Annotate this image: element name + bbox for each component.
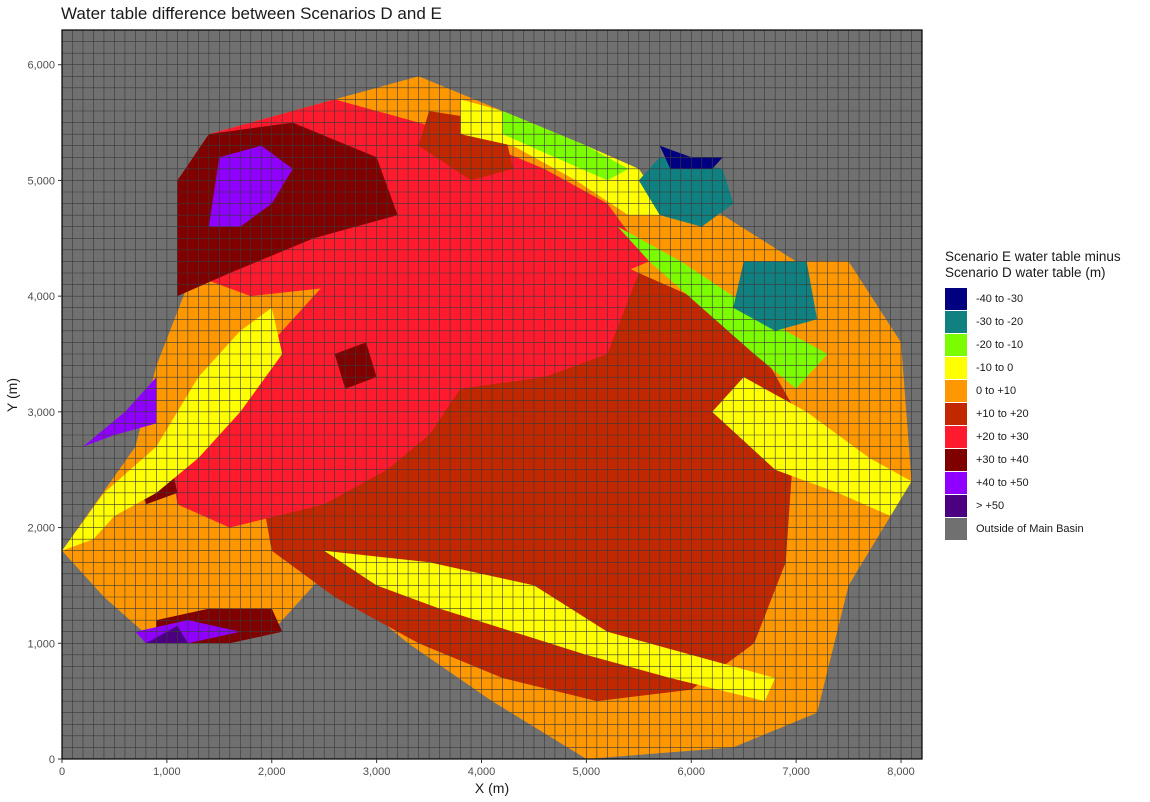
legend-label: > +50 (976, 499, 1005, 512)
cell-grid (62, 30, 922, 759)
x-tick-label: 7,000 (782, 766, 810, 778)
x-axis-title: X (m) (475, 780, 509, 796)
legend-label: +20 to +30 (976, 430, 1029, 443)
y-axis: 0 1,000 2,000 3,000 4,000 5,000 6,000 (27, 60, 62, 766)
legend-item: +40 to +50 (945, 471, 1121, 494)
legend-label: +40 to +50 (976, 476, 1029, 489)
legend-label: +10 to +20 (976, 407, 1029, 420)
y-tick-label: 2,000 (27, 523, 55, 535)
legend-item: +30 to +40 (945, 448, 1121, 471)
legend-item: -40 to -30 (945, 287, 1121, 310)
legend-label: -40 to -30 (976, 292, 1024, 305)
zone-14 (324, 550, 776, 702)
x-tick-label: 1,000 (153, 766, 181, 778)
y-tick-label: 1,000 (27, 638, 55, 650)
legend-swatch (945, 379, 967, 402)
legend-items: -40 to -30 -30 to -20 -20 to -10 -10 to 0 0 … (945, 287, 1121, 540)
x-tick-label: 4,000 (468, 766, 496, 778)
y-tick-label: 3,000 (27, 407, 55, 419)
y-tick-label: 5,000 (27, 175, 55, 187)
legend: Scenario E water table minus Scenario D … (945, 249, 1121, 540)
x-tick-label: 8,000 (887, 766, 915, 778)
legend-swatch (945, 402, 967, 425)
legend-item: +20 to +30 (945, 425, 1121, 448)
legend-label: -30 to -20 (976, 315, 1024, 328)
legend-item: Outside of Main Basin (945, 517, 1121, 540)
legend-swatch (945, 310, 967, 333)
x-tick-label: 2,000 (258, 766, 286, 778)
legend-label: +30 to +40 (976, 453, 1029, 466)
plot-panel-border (61, 29, 923, 760)
zone-2 (166, 238, 639, 528)
legend-label: -10 to 0 (976, 361, 1014, 374)
legend-title-line-2: Scenario D water table (m) (945, 265, 1106, 280)
legend-swatch (945, 448, 967, 471)
x-tick-label: 5,000 (573, 766, 601, 778)
legend-swatch (945, 494, 967, 517)
legend-label: Outside of Main Basin (976, 522, 1084, 535)
legend-item: -20 to -10 (945, 333, 1121, 356)
legend-swatch (945, 287, 967, 310)
legend-title: Scenario E water table minus Scenario D … (945, 249, 1121, 281)
grid-lines (62, 30, 922, 759)
chart-title: Water table difference between Scenarios… (61, 4, 442, 23)
x-axis: 0 1,000 2,000 3,000 4,000 5,000 6,000 7,000 8,00… (59, 759, 915, 778)
legend-item: > +50 (945, 494, 1121, 517)
legend-swatch (945, 356, 967, 379)
legend-swatch (945, 517, 967, 540)
legend-swatch (945, 471, 967, 494)
legend-item: -30 to -20 (945, 310, 1121, 333)
legend-label: 0 to +10 (976, 384, 1017, 397)
y-tick-label: 6,000 (27, 60, 55, 72)
y-axis-title: Y (m) (4, 378, 20, 412)
legend-swatch (945, 425, 967, 448)
legend-item: -10 to 0 (945, 356, 1121, 379)
legend-swatch (945, 333, 967, 356)
legend-item: +10 to +20 (945, 402, 1121, 425)
legend-item: 0 to +10 (945, 379, 1121, 402)
legend-label: -20 to -10 (976, 338, 1024, 351)
x-tick-label: 0 (59, 766, 65, 778)
x-tick-label: 6,000 (678, 766, 706, 778)
legend-title-line-1: Scenario E water table minus (945, 249, 1121, 264)
y-tick-label: 0 (49, 754, 55, 766)
x-tick-label: 3,000 (363, 766, 391, 778)
zone-13 (62, 307, 283, 551)
y-tick-label: 4,000 (27, 291, 55, 303)
